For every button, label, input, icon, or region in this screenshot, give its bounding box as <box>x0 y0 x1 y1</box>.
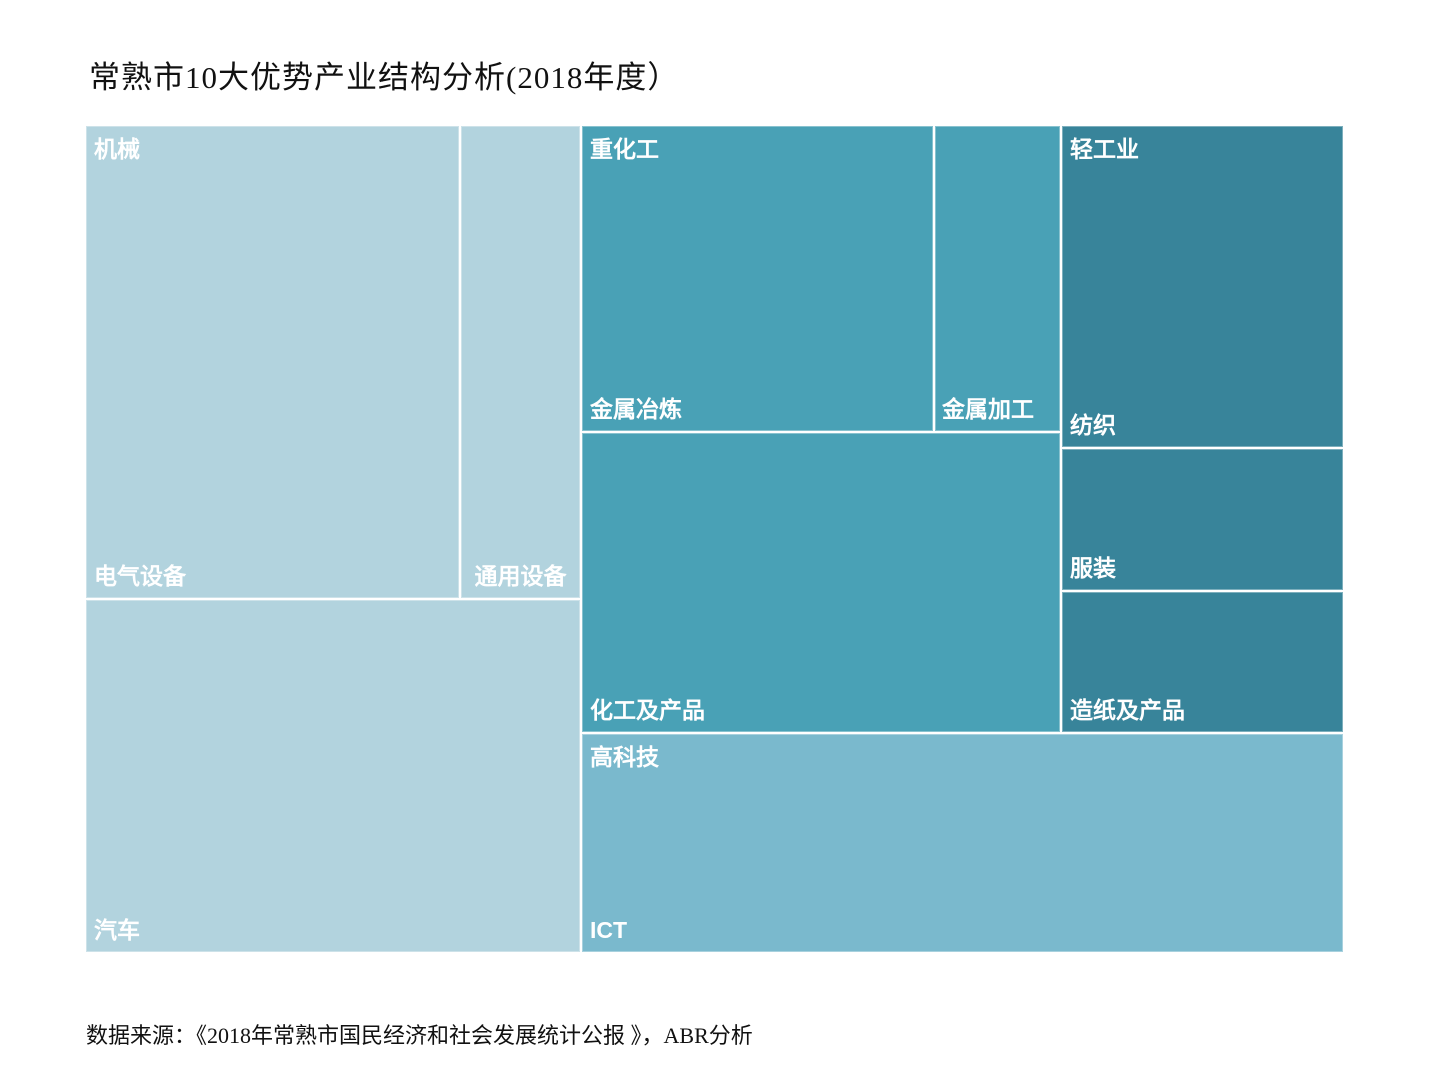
leaf-label-metal-processing: 金属加工 <box>942 395 1034 422</box>
treemap-cell-papermaking-products: 造纸及产品 <box>1062 592 1343 732</box>
treemap-cell-automobile: 汽车 <box>86 600 580 952</box>
chart-title: 常熟市10大优势产业结构分析(2018年度） <box>89 60 680 95</box>
leaf-label-papermaking-products: 造纸及产品 <box>1070 696 1185 723</box>
leaf-label-chemicals-products: 化工及产品 <box>590 696 705 723</box>
leaf-label-automobile: 汽车 <box>94 916 140 943</box>
treemap-cell-metal-smelting: 重化工 金属冶炼 <box>582 126 933 431</box>
treemap-cell-metal-processing: 金属加工 <box>935 126 1060 431</box>
treemap-cell-chemicals-products: 化工及产品 <box>582 433 1060 732</box>
treemap-cell-general-equipment: 通用设备 <box>461 126 580 598</box>
treemap-cell-textile: 轻工业 纺织 <box>1062 126 1343 447</box>
leaf-label-clothing: 服装 <box>1070 554 1116 581</box>
group-label-light-industry: 轻工业 <box>1070 136 1139 162</box>
treemap-chart: 机械 电气设备 通用设备 汽车 重化工 金属冶炼 金属加工 化工及产品 轻工业 … <box>86 126 1343 952</box>
leaf-label-general-equipment: 通用设备 <box>474 562 567 589</box>
group-label-machinery: 机械 <box>94 136 140 162</box>
leaf-label-ict: ICT <box>590 916 628 943</box>
treemap-cell-clothing: 服装 <box>1062 449 1343 590</box>
group-label-hightech: 高科技 <box>590 744 659 770</box>
leaf-label-textile: 纺织 <box>1070 411 1116 438</box>
leaf-label-electrical-equipment: 电气设备 <box>94 562 186 589</box>
treemap-cell-electrical-equipment: 机械 电气设备 <box>86 126 459 598</box>
treemap-cell-ict: 高科技 ICT <box>582 734 1343 952</box>
data-source-note: 数据来源：《2018年常熟市国民经济和社会发展统计公报 》，ABR分析 <box>86 1023 753 1048</box>
group-label-heavy-chemical: 重化工 <box>590 136 659 162</box>
leaf-label-metal-smelting: 金属冶炼 <box>590 395 682 422</box>
